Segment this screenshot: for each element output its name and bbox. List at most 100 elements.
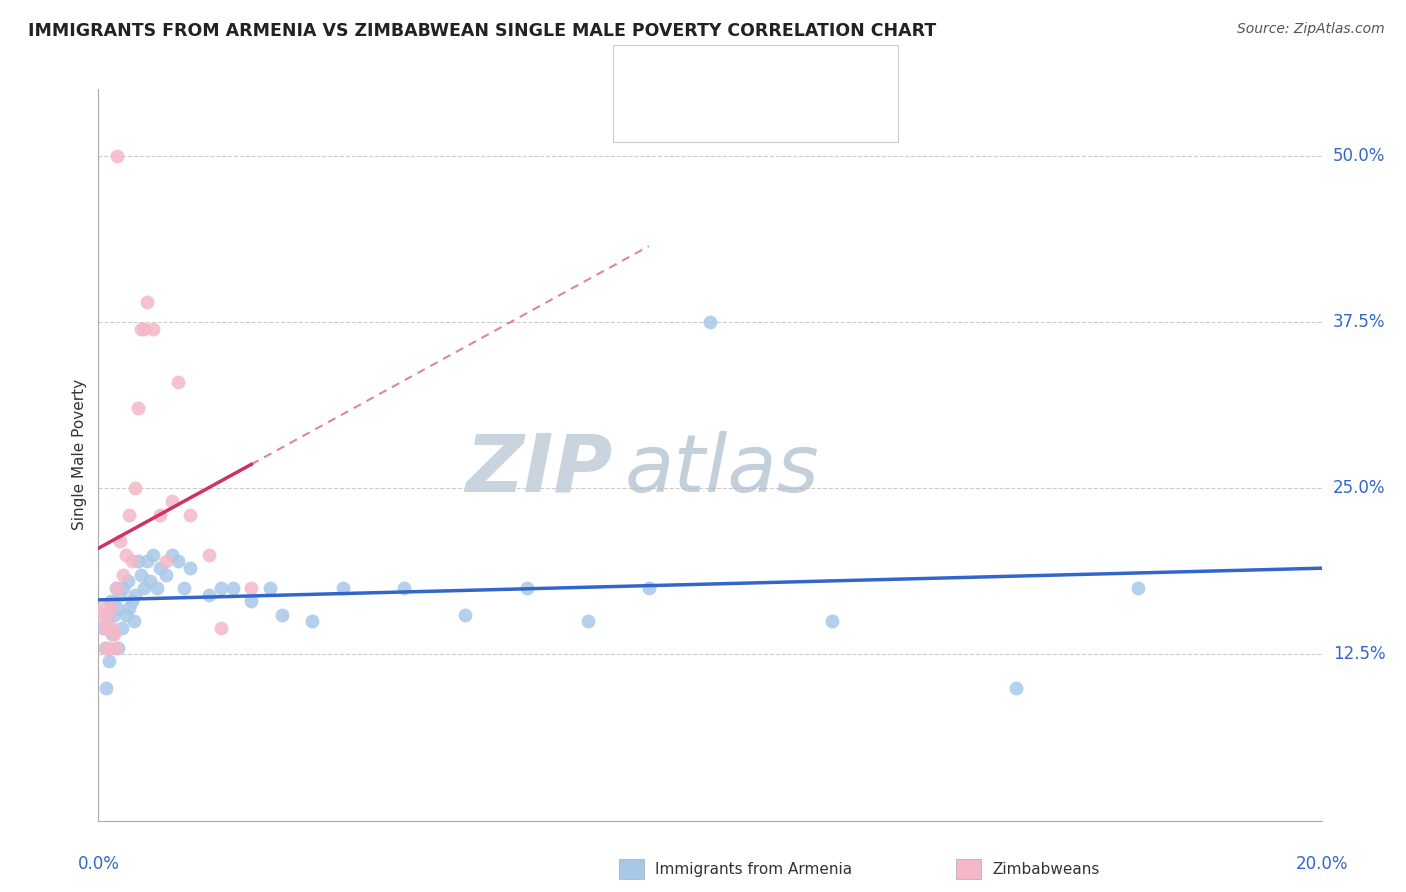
- Point: [173, 581, 195, 595]
- FancyBboxPatch shape: [956, 859, 981, 879]
- Text: atlas: atlas: [624, 431, 820, 508]
- Point: [167, 375, 190, 389]
- Point: [105, 600, 128, 615]
- Point: [136, 295, 159, 310]
- Point: [259, 581, 281, 595]
- Point: [149, 508, 172, 522]
- Point: [576, 614, 599, 628]
- Text: 20.0%: 20.0%: [1295, 855, 1348, 873]
- Point: [98, 654, 121, 668]
- Point: [94, 681, 117, 695]
- Text: Immigrants from Armenia: Immigrants from Armenia: [655, 863, 852, 877]
- Point: [197, 548, 219, 562]
- Point: [101, 621, 124, 635]
- Point: [197, 588, 219, 602]
- Point: [100, 594, 122, 608]
- Text: 37.5%: 37.5%: [1333, 313, 1385, 331]
- Point: [103, 627, 125, 641]
- Point: [124, 481, 146, 495]
- Point: [108, 588, 131, 602]
- Text: R = 0.134   N = 50: R = 0.134 N = 50: [678, 70, 830, 85]
- Point: [107, 640, 129, 655]
- Point: [105, 581, 128, 595]
- Point: [104, 581, 127, 595]
- Point: [139, 574, 162, 589]
- Point: [105, 149, 128, 163]
- Point: [118, 508, 141, 522]
- Point: [97, 621, 120, 635]
- Point: [145, 581, 167, 595]
- Point: [115, 548, 138, 562]
- Point: [821, 614, 844, 628]
- Text: Zimbabweans: Zimbabweans: [993, 863, 1099, 877]
- Point: [134, 321, 156, 335]
- Point: [103, 607, 125, 622]
- Point: [1128, 581, 1150, 595]
- Point: [270, 607, 292, 622]
- Point: [160, 494, 183, 508]
- Point: [111, 581, 134, 595]
- FancyBboxPatch shape: [633, 101, 664, 126]
- Y-axis label: Single Male Poverty: Single Male Poverty: [72, 379, 87, 531]
- Point: [167, 554, 190, 568]
- Point: [127, 401, 149, 416]
- Point: [240, 581, 263, 595]
- Point: [454, 607, 477, 622]
- Point: [111, 621, 134, 635]
- Text: R = 0.533   N =  31: R = 0.533 N = 31: [678, 106, 835, 120]
- Point: [104, 640, 127, 655]
- Point: [240, 594, 263, 608]
- Point: [699, 315, 721, 329]
- Point: [101, 627, 124, 641]
- Point: [91, 600, 114, 615]
- Point: [209, 621, 232, 635]
- Point: [149, 561, 172, 575]
- Point: [90, 607, 112, 622]
- Point: [118, 600, 141, 615]
- Point: [115, 607, 138, 622]
- Point: [111, 567, 134, 582]
- Point: [136, 554, 159, 568]
- Point: [637, 581, 661, 595]
- Point: [100, 600, 122, 615]
- Point: [94, 640, 117, 655]
- Point: [93, 621, 115, 635]
- Point: [117, 574, 139, 589]
- Point: [179, 561, 201, 575]
- Point: [209, 581, 232, 595]
- Point: [222, 581, 245, 595]
- Point: [179, 508, 201, 522]
- Point: [129, 567, 152, 582]
- Text: 12.5%: 12.5%: [1333, 646, 1385, 664]
- Point: [134, 581, 156, 595]
- Point: [124, 588, 146, 602]
- Point: [122, 614, 145, 628]
- Point: [129, 321, 152, 335]
- Text: IMMIGRANTS FROM ARMENIA VS ZIMBABWEAN SINGLE MALE POVERTY CORRELATION CHART: IMMIGRANTS FROM ARMENIA VS ZIMBABWEAN SI…: [28, 22, 936, 40]
- Point: [142, 321, 165, 335]
- Point: [93, 640, 115, 655]
- Text: 25.0%: 25.0%: [1333, 479, 1385, 497]
- Point: [332, 581, 354, 595]
- Point: [155, 554, 177, 568]
- Point: [91, 621, 114, 635]
- Text: 50.0%: 50.0%: [1333, 146, 1385, 165]
- Point: [155, 567, 177, 582]
- Text: ZIP: ZIP: [465, 431, 612, 508]
- Point: [97, 607, 120, 622]
- Point: [127, 554, 149, 568]
- FancyBboxPatch shape: [633, 65, 664, 90]
- Point: [516, 581, 538, 595]
- Point: [108, 534, 131, 549]
- Text: Source: ZipAtlas.com: Source: ZipAtlas.com: [1237, 22, 1385, 37]
- Point: [96, 607, 118, 622]
- FancyBboxPatch shape: [619, 859, 644, 879]
- Point: [301, 614, 323, 628]
- Point: [160, 548, 183, 562]
- Point: [121, 594, 143, 608]
- Point: [392, 581, 416, 595]
- Point: [98, 640, 121, 655]
- Point: [121, 554, 143, 568]
- Point: [142, 548, 165, 562]
- Text: 0.0%: 0.0%: [77, 855, 120, 873]
